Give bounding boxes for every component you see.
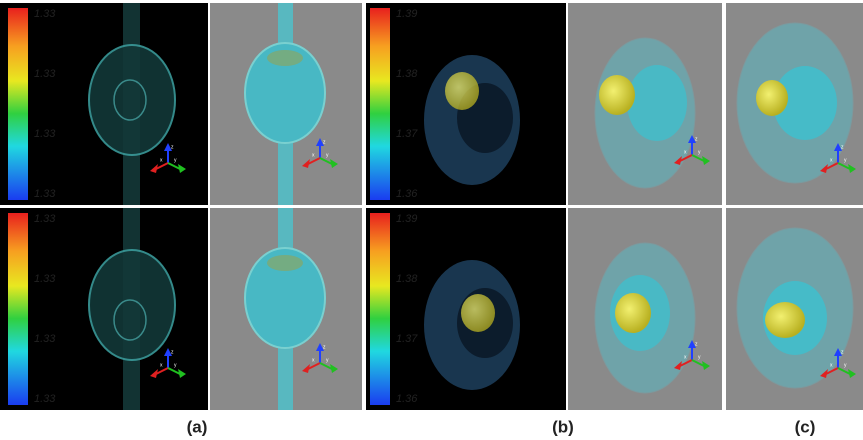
colorbar-label: 1.36 (396, 188, 418, 200)
cell (89, 250, 175, 360)
cell-top (267, 50, 303, 66)
colorbar-label: 1.33 (34, 8, 56, 20)
colorbar (8, 213, 28, 405)
colorbar-label: 1.33 (34, 128, 56, 140)
caption: (c) (795, 417, 816, 436)
colorbar (370, 8, 390, 200)
colorbar-label: 1.38 (396, 68, 418, 80)
colorbar-label: 1.33 (34, 333, 56, 345)
colorbar-label: 1.33 (34, 393, 56, 405)
colorbar-label: 1.33 (34, 188, 56, 200)
nucleolus (756, 80, 788, 116)
caption: (a) (187, 417, 208, 436)
nucleolus (599, 75, 635, 115)
colorbar-label: 1.37 (396, 128, 418, 140)
colorbar-label: 1.39 (396, 213, 417, 225)
nucleus (627, 65, 687, 141)
colorbar-label: 1.39 (396, 8, 417, 20)
nucleolus (461, 294, 495, 332)
colorbar-label: 1.36 (396, 393, 418, 405)
colorbar (370, 213, 390, 405)
nucleolus (765, 302, 805, 338)
nucleolus (615, 293, 651, 333)
colorbar-label: 1.33 (34, 273, 56, 285)
colorbar (8, 8, 28, 200)
nucleolus (445, 72, 479, 110)
colorbar-label: 1.33 (34, 68, 56, 80)
caption: (b) (552, 417, 574, 436)
cell (89, 45, 175, 155)
colorbar-label: 1.38 (396, 273, 418, 285)
colorbar-label: 1.33 (34, 213, 56, 225)
colorbar-label: 1.37 (396, 333, 418, 345)
cell-top (267, 255, 303, 271)
figure: 1.331.331.331.33xyzxyz1.391.381.371.36xy… (0, 0, 863, 440)
